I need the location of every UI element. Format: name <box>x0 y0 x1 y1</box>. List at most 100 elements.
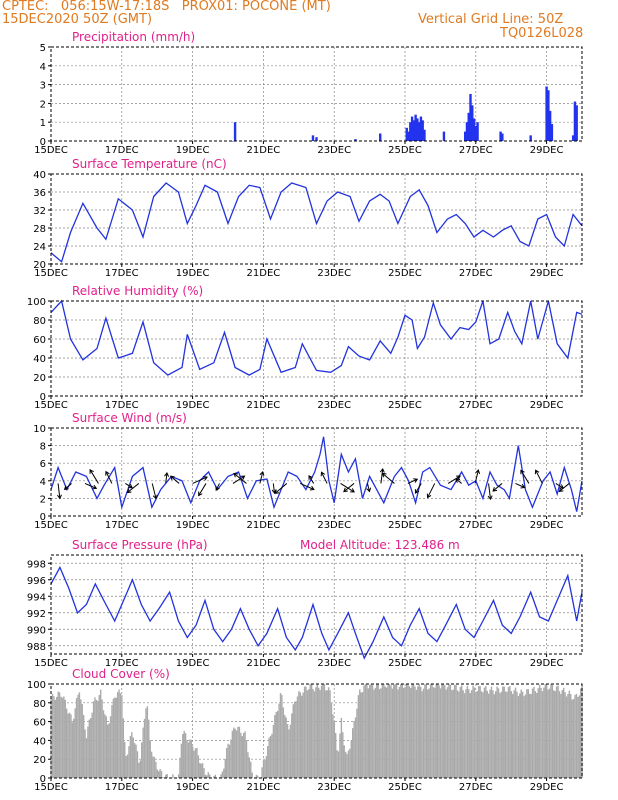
wind-arrow <box>474 469 479 484</box>
precipitation-bar <box>573 101 577 141</box>
cloud-cover-bar <box>67 713 69 778</box>
cloud-cover-bar <box>139 760 142 778</box>
cloud-cover-xtick-label: 17DEC <box>105 782 139 793</box>
cloud-cover-bar <box>150 751 153 778</box>
cloud-cover-bar <box>105 716 108 778</box>
cloud-cover-bar <box>166 774 168 778</box>
cloud-cover-bar <box>446 687 449 778</box>
cloud-cover-bar <box>262 760 265 778</box>
cloud-cover-bar <box>298 691 300 778</box>
wind-arrow <box>165 472 168 484</box>
humidity-ytick-label: 40 <box>33 354 46 365</box>
cloud-cover-bar <box>357 695 360 778</box>
humidity-xtick-label: 23DEC <box>317 400 351 411</box>
cloud-cover-bar <box>318 687 320 778</box>
cloud-cover-bar <box>82 715 85 778</box>
cloud-cover-bar <box>250 761 252 778</box>
wind-arrowhead <box>343 487 348 493</box>
cloud-cover-bar <box>509 685 511 778</box>
wind-arrowhead <box>366 487 372 493</box>
cloud-cover-bar <box>94 697 96 778</box>
temperature-title: Surface Temperature (nC) <box>72 157 227 171</box>
cloud-cover-bar <box>296 696 299 778</box>
wind-arrow <box>520 470 530 484</box>
cloud-cover-bar <box>427 689 429 778</box>
cloud-cover-bar <box>295 701 297 778</box>
cloud-cover-bar <box>534 691 537 778</box>
wind-xtick-label: 25DEC <box>388 520 422 531</box>
cloud-cover-bar <box>557 685 559 778</box>
precipitation-bar <box>423 129 426 141</box>
cloud-cover-bar <box>442 684 445 778</box>
precipitation-bar <box>499 131 502 141</box>
wind-ytick-label: 0 <box>40 512 46 523</box>
wind-arrowhead <box>169 475 175 481</box>
cloud-cover-bar <box>339 733 341 778</box>
cloud-cover-bar <box>579 688 582 778</box>
precipitation-bar <box>379 133 382 141</box>
cloud-cover-bar <box>493 694 496 778</box>
cloud-cover-bar <box>224 758 226 778</box>
wind-arrow <box>447 475 461 484</box>
cloud-cover-bar <box>553 690 555 778</box>
wind-arrowhead <box>558 487 564 493</box>
pressure-ytick-label: 992 <box>27 609 46 620</box>
cloud-cover-bar <box>360 692 362 778</box>
cloud-cover-bar <box>354 717 357 778</box>
cloud-cover-bar <box>369 684 371 778</box>
wind-arrowhead <box>308 475 313 480</box>
precipitation-bar <box>416 118 419 141</box>
cloud-cover-bar <box>581 685 583 778</box>
pressure-xtick-label: 25DEC <box>388 658 422 669</box>
wind-arrow <box>170 475 180 484</box>
wind-arrowhead <box>455 478 461 483</box>
cloud-cover-ytick-label: 100 <box>27 680 46 691</box>
humidity-ytick-label: 20 <box>33 373 46 384</box>
cloud-cover-bar <box>279 693 282 778</box>
precipitation-bar <box>407 131 410 141</box>
wind-arrow <box>215 483 220 491</box>
cloud-cover-frame <box>50 683 583 779</box>
temperature-ytick-label: 36 <box>33 188 46 199</box>
cloud-cover-bar <box>495 691 497 778</box>
cloud-cover-bar <box>118 689 120 778</box>
cloud-cover-bar <box>241 736 243 778</box>
cloud-cover-bar <box>88 719 91 778</box>
cloud-cover-bar <box>248 757 251 778</box>
cloud-cover-bar <box>517 695 520 778</box>
cloud-cover-bar <box>245 740 248 778</box>
cloud-cover-bar <box>466 685 469 778</box>
wind-ytick-label: 8 <box>40 442 46 453</box>
wind-arrow <box>535 469 543 484</box>
cloud-cover-bar <box>90 718 92 778</box>
cloud-cover-bar <box>114 697 116 778</box>
cloud-cover-bar <box>391 688 394 778</box>
cloud-cover-bar <box>278 703 280 778</box>
cloud-cover-bar <box>78 692 81 778</box>
cloud-cover-bar <box>385 687 388 778</box>
temperature-xtick-label: 21DEC <box>247 268 281 279</box>
cloud-cover-bar <box>541 691 544 778</box>
cloud-cover-bar <box>264 759 266 778</box>
cloud-cover-bar <box>111 704 113 778</box>
cloud-cover-bar <box>284 715 286 778</box>
cloud-cover-bar <box>51 693 54 778</box>
cloud-cover-bar <box>97 700 99 778</box>
cloud-cover-bar <box>578 695 580 778</box>
wind-arrow <box>321 472 328 484</box>
cloud-cover-bar <box>469 693 471 778</box>
temperature-ytick-label: 28 <box>33 224 46 235</box>
header-run-date: 15DEC2020 50Z (GMT) <box>2 12 153 27</box>
cloud-cover-bar <box>374 687 377 778</box>
cloud-cover-bar <box>411 684 413 778</box>
cloud-cover-bar <box>521 691 524 778</box>
cloud-cover-bar <box>71 722 74 778</box>
wind-arrowhead <box>320 471 326 477</box>
cloud-cover-bar <box>306 690 309 778</box>
cloud-cover-bar <box>544 684 546 778</box>
humidity-xtick-label: 19DEC <box>176 400 210 411</box>
cloud-cover-bar <box>320 685 323 778</box>
wind-arrowhead <box>534 469 540 475</box>
wind-series-line <box>50 436 583 512</box>
cloud-cover-bar <box>77 694 79 778</box>
